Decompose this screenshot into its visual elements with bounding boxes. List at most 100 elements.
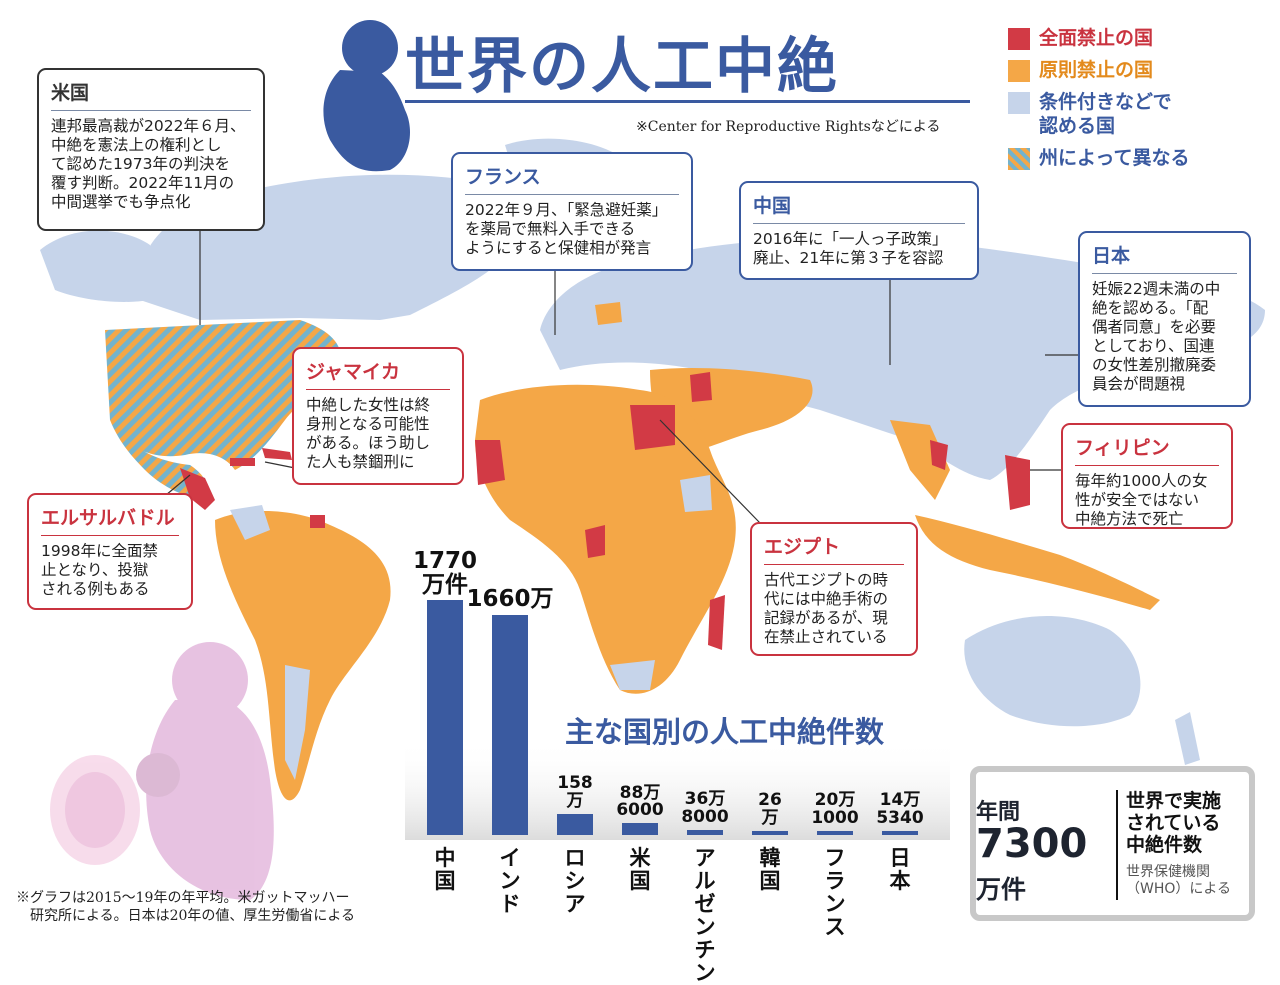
red-square-icon — [1008, 28, 1030, 50]
africa — [475, 384, 736, 694]
bar-value-label: 14万 5340 — [876, 790, 924, 829]
bar — [492, 614, 528, 835]
page-title: 世界の人工中絶 — [405, 32, 839, 102]
south-east-asia-principle — [890, 420, 950, 500]
callout-text: 連邦最高裁が2022年６月、 中絶を憲法上の権利とし て認めた1973年の判決を… — [51, 117, 246, 211]
callout-heading: 日本 — [1092, 241, 1237, 274]
callout-el-salvador: エルサルバドル 1998年に全面禁 止となり、投獄 される例もある — [27, 493, 193, 610]
world-abortion-map — [40, 20, 1265, 900]
bar-value-label: 20万 1000 — [811, 790, 859, 829]
source-note: ※Center for Reproductive Rightsなどによる — [636, 119, 941, 135]
stat-unit: 万件 — [976, 875, 1027, 904]
bar — [622, 823, 658, 835]
callout-leader-lines — [159, 225, 1080, 524]
bar-value-label: 158 万 — [557, 773, 593, 812]
legend-item-state-dependent: 州によって異なる — [1008, 146, 1273, 170]
callout-us: 米国 連邦最高裁が2022年６月、 中絶を憲法上の権利とし て認めた1973年の… — [37, 68, 265, 231]
legend-label: 原則禁止の国 — [1039, 59, 1154, 81]
title-underline — [405, 100, 970, 103]
bar — [817, 831, 853, 835]
australia-conditional — [964, 616, 1141, 727]
callout-egypt: エジプト 古代エジプトの時 代には中絶手術の 記録があるが、現 在禁止されている — [750, 522, 918, 656]
south-america — [215, 505, 391, 801]
bar-value-label: 1770 万件 — [412, 547, 477, 598]
poland-ban-principle — [595, 302, 622, 325]
stat-value: 7300 — [976, 821, 1088, 867]
legend-label: 州によって異なる — [1039, 147, 1190, 169]
legend-label: 条件付きなどで 認める国 — [1039, 91, 1172, 137]
callout-heading: フィリピン — [1075, 433, 1219, 466]
callout-china: 中国 2016年に「一人っ子政策」 廃止、21年に第３子を容認 — [739, 181, 979, 280]
legend-item-conditional: 条件付きなどで 認める国 — [1008, 90, 1273, 138]
callout-jamaica: ジャマイカ 中絶した女性は終 身刑となる可能性 がある。ほう助し た人も禁錮刑に — [292, 347, 464, 485]
caribbean-jamaica — [230, 458, 255, 466]
alaska — [40, 230, 150, 302]
callout-heading: エルサルバドル — [41, 503, 179, 536]
callout-japan: 日本 妊娠22週未満の中 絶を認める。「配 偶者同意」を必要 としており、国連 … — [1078, 231, 1251, 407]
callout-heading: エジプト — [764, 532, 904, 565]
egypt-ban — [630, 405, 675, 450]
bar-category-label: 韓 国 — [759, 846, 781, 893]
caribbean-islands — [262, 448, 292, 460]
central-america — [180, 468, 215, 510]
indonesia-principle — [915, 515, 1160, 610]
bar-value-label: 1660万 — [466, 586, 554, 613]
madagascar-ban — [708, 595, 725, 650]
callout-text: 毎年約1000人の女 性が安全ではない 中絶方法で死亡 — [1075, 472, 1208, 528]
legend-item-principle-ban: 原則禁止の国 — [1008, 58, 1273, 82]
africa-landmass — [475, 384, 736, 694]
bar — [752, 831, 788, 835]
colombia-venezuela-conditional — [230, 505, 270, 540]
callout-heading: フランス — [465, 162, 679, 195]
lightblue-square-icon — [1008, 92, 1030, 114]
ethiopia-conditional — [680, 475, 712, 512]
bar — [427, 600, 463, 835]
world-total-box: 年間 7300 万件 世界で実施 されている 中絶件数 世界保健機関 （WHO）… — [970, 766, 1255, 921]
mauritania-ban — [475, 440, 505, 485]
legend-label: 全面禁止の国 — [1039, 27, 1154, 49]
bar — [882, 831, 918, 835]
chart-footnote: ※グラフは2015～19年の年平均。米ガットマッハー 研究所による。日本は20年… — [16, 890, 355, 924]
usa-state-dependent — [105, 320, 341, 470]
bar-category-label: 日 本 — [889, 846, 911, 893]
callout-text: 妊娠22週未満の中 絶を認める。「配 偶者同意」を必要 としており、国連 の女性… — [1092, 280, 1221, 393]
callout-heading: 米国 — [51, 78, 251, 111]
callout-text: 2016年に「一人っ子政策」 廃止、21年に第３子を容認 — [753, 230, 948, 267]
stat-period-label: 年間 — [976, 800, 1021, 825]
bar-category-label: フ ラ ン ス — [824, 846, 846, 939]
callout-text: 1998年に全面禁 止となり、投獄 される例もある — [41, 542, 158, 598]
bar — [557, 814, 593, 835]
striped-square-icon — [1008, 148, 1030, 170]
legend-item-full-ban: 全面禁止の国 — [1008, 26, 1273, 50]
chart-title: 主な国別の人工中絶件数 — [565, 715, 885, 749]
argentina-conditional — [285, 665, 310, 780]
stat-divider — [1116, 790, 1118, 900]
laos-ban — [930, 440, 948, 470]
stat-description: 世界で実施 されている 中絶件数 — [1126, 790, 1222, 856]
suriname-ban — [310, 515, 325, 528]
mother-baby-silhouette — [50, 642, 274, 900]
philippines-ban — [1005, 455, 1030, 510]
bar — [687, 830, 723, 835]
bar-chart-abortions-by-country: 1770 万件 1660万 158 万 88万 6000 36万 8000 26 万 20万… — [405, 540, 950, 840]
bar-value-label: 36万 8000 — [681, 789, 729, 828]
callout-philippines: フィリピン 毎年約1000人の女 性が安全ではない 中絶方法で死亡 — [1061, 423, 1233, 529]
woman-silhouette-top — [323, 20, 410, 172]
bar-value-label: 26 万 — [758, 790, 782, 829]
map-legend: 全面禁止の国 原則禁止の国 条件付きなどで 認める国 州によって異なる — [1008, 26, 1273, 178]
new-zealand-conditional — [1175, 712, 1200, 765]
iraq-ban — [690, 372, 712, 402]
bar-category-label: 中 国 — [434, 846, 456, 893]
bar-category-label: ロ シ ア — [564, 846, 586, 916]
callout-heading: ジャマイカ — [306, 357, 450, 390]
south-africa-conditional — [610, 660, 655, 690]
orange-square-icon — [1008, 60, 1030, 82]
callout-text: 中絶した女性は終 身刑となる可能性 がある。ほう助し た人も禁錮刑に — [306, 396, 431, 471]
bar-category-label: ア ル ゼ ン チ ン — [694, 846, 716, 985]
south-america-landmass — [215, 510, 391, 801]
callout-text: 古代エジプトの時 代には中絶手術の 記録があるが、現 在禁止されている — [764, 571, 889, 646]
callout-france: フランス 2022年９月、「緊急避妊薬」 を薬局で無料入手できる ようにすると保… — [451, 152, 693, 271]
bar-value-label: 88万 6000 — [616, 782, 664, 821]
bar-category-label: イ ン ド — [499, 846, 521, 916]
callout-text: 2022年９月、「緊急避妊薬」 を薬局で無料入手できる ようにすると保健相が発言 — [465, 201, 668, 257]
